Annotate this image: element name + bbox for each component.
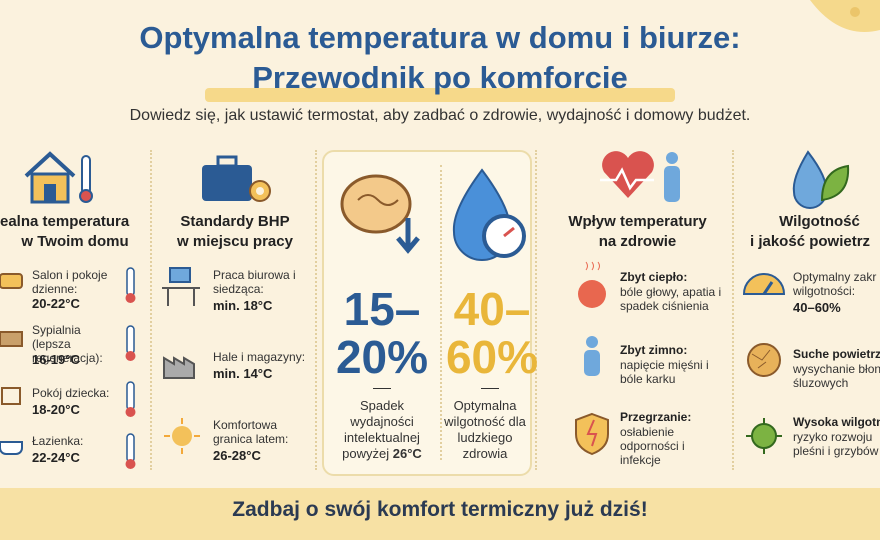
column-title: i jakość powietrz (750, 233, 871, 250)
item-label: Zbyt ciepło: (620, 270, 688, 284)
item-label: Suche powietrz (793, 347, 880, 361)
humidity-icon (452, 168, 526, 261)
divider (732, 150, 734, 470)
item-label: Pokój dziecka: (32, 386, 110, 400)
item-label: Sypialnia (lepsza regeneracja): (32, 323, 103, 365)
column-title: Wilgotność (779, 213, 860, 230)
item-value: 16-19°C (32, 352, 80, 367)
item-label: Hale i magazyny: (213, 350, 306, 364)
stat-text: Spadek wydajności intelektualnej powyżej (342, 398, 420, 461)
item-value: 26-28°C (213, 448, 261, 463)
column-title: w miejscu pracy (177, 233, 293, 250)
column-title: na zdrowie (598, 233, 677, 250)
highlight (205, 88, 675, 102)
item-text: bóle głowy, apatia i spadek ciśnienia (620, 285, 722, 313)
item-label: Zbyt zimno: (620, 343, 688, 357)
item-label: Optymalny zakr wilgotności: (793, 270, 877, 298)
column-title: ealna temperatura (0, 213, 130, 230)
subtitle: Dowiedz się, jak ustawić termostat, aby … (129, 107, 751, 124)
brain-icon (340, 174, 420, 254)
health-icon (600, 151, 680, 202)
footer-band (0, 488, 880, 540)
room-icons (0, 273, 23, 455)
item-label: Salon i pokoje dzienne: (32, 268, 108, 296)
work-icons (162, 267, 200, 454)
footer-text: Zadbaj o swój komfort termiczny już dziś… (232, 498, 648, 521)
stat: 40–60% (445, 283, 539, 383)
health-icons (575, 261, 609, 456)
stat: 15–20% (335, 283, 429, 383)
drop-leaf-icon (792, 150, 850, 209)
item-label: Komfortowa granica latem: (213, 418, 289, 446)
item-text: osłabienie odporności i infekcje (620, 425, 685, 467)
title: Przewodnik po komforcie (252, 60, 628, 95)
item-value: min. 18°C (213, 298, 273, 313)
divider (315, 150, 317, 470)
house-icon (24, 151, 93, 204)
item-text: wysychanie błon śluzowych (793, 362, 880, 390)
decoration (810, 0, 880, 32)
air-icons (742, 273, 786, 454)
item-text: ryzyko rozwoju pleśni i grzybów (793, 430, 879, 458)
item-value: 20-22°C (32, 296, 80, 311)
column-title: Standardy BHP (180, 213, 290, 230)
column-title: Wpływ temperatury (568, 213, 707, 230)
item-value: 18-20°C (32, 402, 80, 417)
item-value: 22-24°C (32, 450, 80, 465)
item-value: min. 14°C (213, 366, 273, 381)
item-value: 40–60% (793, 300, 841, 315)
rule (373, 388, 391, 389)
stat-emphasis: 26°C (392, 446, 422, 461)
rule (481, 388, 499, 389)
stat-description: Optymalna wilgotność dla ludzkiego zdrow… (444, 398, 526, 461)
divider (440, 165, 442, 460)
item-text: napięcie mięśni i bóle karku (620, 358, 709, 386)
title: Optymalna temperatura w domu i biurze: (139, 20, 741, 55)
divider (535, 150, 537, 470)
column-title: w Twoim domu (21, 233, 129, 250)
thermometers (125, 267, 136, 469)
item-label: Przegrzanie: (620, 410, 692, 424)
item-label: Łazienka: (32, 434, 84, 448)
divider (150, 150, 152, 470)
item-label: Wysoka wilgotn (793, 415, 880, 429)
item-label: Praca biurowa i siedząca: (213, 268, 296, 296)
stat-description: Spadek wydajności intelektualnej powyżej… (327, 398, 437, 462)
briefcase-icon (202, 155, 271, 202)
